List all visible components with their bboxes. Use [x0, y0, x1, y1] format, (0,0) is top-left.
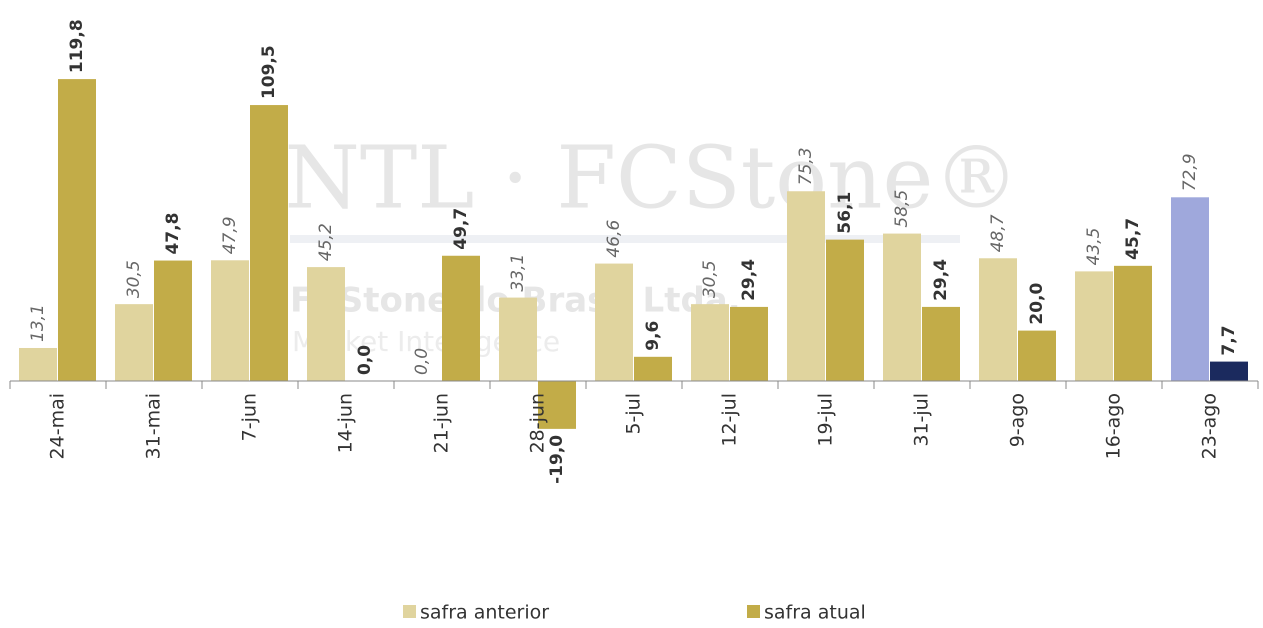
bar [115, 304, 153, 381]
value-label: 49,7 [451, 208, 471, 250]
bar [1018, 330, 1056, 381]
x-tick-label: 12-jul [719, 393, 741, 447]
value-label: 45,7 [1123, 218, 1143, 260]
value-label: 45,2 [316, 223, 336, 261]
value-label: 47,9 [220, 216, 240, 254]
bar [58, 79, 96, 381]
bar [691, 304, 729, 381]
value-label: 13,1 [28, 304, 48, 342]
x-tick-label: 7-jun [239, 393, 261, 441]
bar [979, 258, 1017, 381]
legend-swatch [747, 605, 760, 618]
bar [787, 191, 825, 381]
legend-swatch [403, 605, 416, 618]
bar [595, 263, 633, 381]
watermark-band [290, 235, 960, 243]
legend-label: safra anterior [420, 602, 549, 624]
x-tick-label: 19-jul [815, 393, 837, 447]
bar [307, 267, 345, 381]
bar [499, 297, 537, 381]
value-label: 58,5 [892, 190, 912, 228]
bar [730, 306, 768, 381]
value-label: -19,0 [547, 435, 567, 484]
value-label: 0,0 [355, 345, 375, 375]
value-label: 119,8 [67, 19, 87, 73]
value-label: 48,7 [988, 214, 1008, 252]
value-label: 30,5 [124, 260, 144, 298]
bar [634, 356, 672, 381]
value-label: 43,5 [1084, 228, 1104, 266]
x-tick-label: 14-jun [335, 393, 357, 453]
bar [922, 306, 960, 381]
value-label: 30,5 [700, 260, 720, 298]
x-tick-label: 16-ago [1103, 393, 1125, 459]
value-label: 33,1 [508, 254, 528, 292]
value-label: 56,1 [835, 192, 855, 234]
legend-label: safra atual [764, 602, 866, 624]
x-tick-label: 5-jul [623, 393, 645, 435]
x-tick-label: 24-mai [47, 393, 69, 459]
bar [154, 260, 192, 381]
bar [442, 255, 480, 381]
value-label: 20,0 [1027, 282, 1047, 324]
bar [1210, 361, 1248, 381]
x-tick-label: 28-jun [527, 393, 549, 453]
bar [1075, 271, 1113, 381]
bar [211, 260, 249, 381]
value-label: 109,5 [259, 45, 279, 99]
bar [1171, 197, 1209, 381]
bar [826, 239, 864, 381]
value-label: 9,6 [643, 321, 663, 351]
x-tick-label: 23-ago [1199, 393, 1221, 459]
x-tick-label: 31-mai [143, 393, 165, 459]
value-label: 7,7 [1219, 325, 1239, 355]
x-tick-label: 9-ago [1007, 393, 1029, 447]
watermark: INTL · FCStone® [251, 129, 1020, 229]
x-tick-label: 31-jul [911, 393, 933, 447]
bar [883, 233, 921, 381]
bar [19, 347, 57, 381]
value-label: 47,8 [163, 213, 183, 255]
value-label: 29,4 [931, 259, 951, 301]
value-label: 75,3 [796, 147, 816, 185]
bar [1114, 265, 1152, 381]
bar [250, 105, 288, 381]
bar [538, 381, 576, 429]
value-label: 29,4 [739, 259, 759, 301]
value-label: 72,9 [1180, 153, 1200, 191]
value-label: 46,6 [604, 220, 624, 258]
value-label: 0,0 [412, 348, 432, 375]
x-tick-label: 21-jun [431, 393, 453, 453]
